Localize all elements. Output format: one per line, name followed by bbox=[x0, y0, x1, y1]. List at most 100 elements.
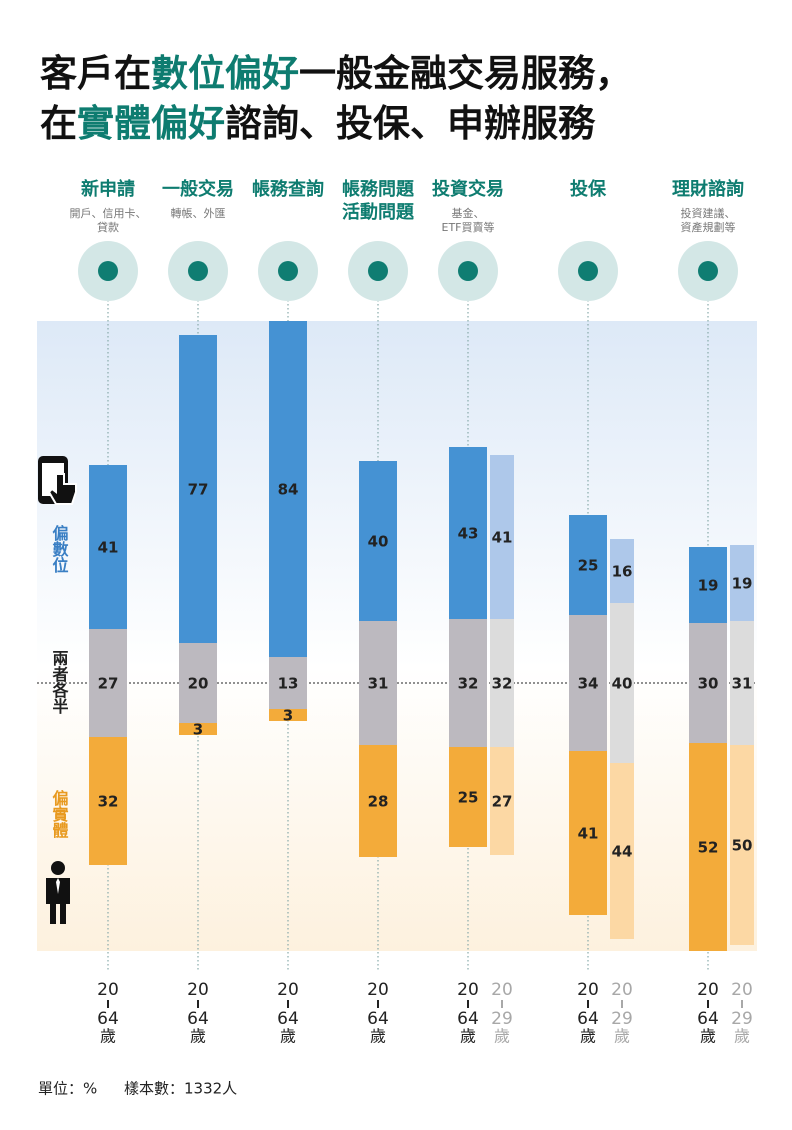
age-label: 64 bbox=[97, 1009, 119, 1029]
value-label: 20 bbox=[188, 675, 209, 693]
value-label: 13 bbox=[278, 675, 299, 693]
age-label: 29 bbox=[611, 1009, 633, 1029]
category-icon-inner bbox=[578, 261, 598, 281]
value-label: 84 bbox=[278, 481, 299, 499]
age-label: 20 bbox=[491, 980, 513, 1000]
value-label: 16 bbox=[612, 563, 633, 581]
category-name: 新申請 bbox=[81, 178, 135, 200]
bar-segment bbox=[359, 621, 397, 745]
title-line: 在實體偏好諮詢、投保、申辦服務 bbox=[40, 102, 596, 145]
age-label: 29 bbox=[731, 1009, 753, 1029]
age-label: 歲 bbox=[460, 1027, 476, 1046]
age-label: 20 bbox=[367, 980, 389, 1000]
category-icon-inner bbox=[458, 261, 478, 281]
bar-segment bbox=[359, 461, 397, 621]
value-label: 25 bbox=[458, 789, 479, 807]
age-label: 20 bbox=[731, 980, 753, 1000]
value-label: 41 bbox=[98, 539, 119, 557]
title-segment: 諮詢、投保、申辦服務 bbox=[225, 102, 596, 145]
category-note: 轉帳、外匯 bbox=[171, 206, 226, 220]
title-segment: 客戶在 bbox=[40, 52, 151, 95]
bar-segment bbox=[269, 321, 307, 657]
bar-segment bbox=[730, 745, 754, 945]
value-label: 32 bbox=[492, 675, 513, 693]
category-name: 投資交易 bbox=[432, 178, 504, 200]
value-label: 30 bbox=[698, 675, 719, 693]
age-label: 20 bbox=[277, 980, 299, 1000]
category-name: 投保 bbox=[570, 178, 607, 200]
bar-segment bbox=[610, 603, 634, 763]
value-label: 34 bbox=[578, 675, 599, 693]
unit-note: 單位：% bbox=[38, 1080, 97, 1098]
value-label: 50 bbox=[732, 837, 753, 855]
age-label: 64 bbox=[277, 1009, 299, 1029]
category-name: 理財諮詢 bbox=[672, 178, 744, 200]
bar-segment bbox=[730, 545, 754, 621]
value-label: 41 bbox=[492, 529, 513, 547]
value-label: 27 bbox=[98, 675, 119, 693]
age-label: 歲 bbox=[734, 1027, 750, 1046]
bar-segment bbox=[449, 747, 487, 847]
bar-segment bbox=[179, 643, 217, 723]
age-label: 20 bbox=[457, 980, 479, 1000]
bar-segment bbox=[449, 447, 487, 619]
category-icon-inner bbox=[698, 261, 718, 281]
bar-segment bbox=[689, 547, 727, 623]
title-line: 客戶在數位偏好一般金融交易服務， bbox=[40, 52, 632, 95]
legend-label: 偏數位 bbox=[50, 524, 69, 574]
age-label: 20 bbox=[577, 980, 599, 1000]
bar-segment bbox=[269, 657, 307, 709]
category-name: 帳務問題 bbox=[342, 178, 415, 200]
value-label: 31 bbox=[732, 675, 753, 693]
value-label: 3 bbox=[193, 721, 203, 739]
physical-icon bbox=[46, 861, 70, 924]
bar-segment bbox=[89, 737, 127, 865]
age-label: 20 bbox=[187, 980, 209, 1000]
bar-segment bbox=[179, 723, 217, 735]
bar-segment bbox=[89, 629, 127, 737]
title-segment: 實體偏好 bbox=[77, 102, 225, 145]
category-name: 帳務查詢 bbox=[252, 178, 324, 200]
legend-label: 兩者各半 bbox=[50, 650, 70, 715]
bar-segment bbox=[179, 335, 217, 643]
value-label: 52 bbox=[698, 839, 719, 857]
category-note: 開戶、信用卡、 bbox=[70, 207, 147, 220]
legend-label: 偏實體 bbox=[50, 789, 69, 839]
age-label: 歲 bbox=[100, 1027, 116, 1046]
sample-note: 樣本數：1332人 bbox=[124, 1080, 237, 1098]
title-segment: 一般金融交易服務， bbox=[299, 52, 632, 95]
age-label: 64 bbox=[187, 1009, 209, 1029]
category-note: 投資建議、 bbox=[681, 206, 736, 220]
age-label: 64 bbox=[457, 1009, 479, 1029]
age-label: 20 bbox=[611, 980, 633, 1000]
value-label: 43 bbox=[458, 525, 479, 543]
bar-segment bbox=[689, 743, 727, 951]
value-label: 25 bbox=[578, 557, 599, 575]
value-label: 28 bbox=[368, 793, 389, 811]
footer: 單位：% 樣本數：1332人 bbox=[38, 1080, 237, 1098]
title-segment: 在 bbox=[40, 102, 77, 145]
age-label: 歲 bbox=[370, 1027, 386, 1046]
bar-segment bbox=[89, 465, 127, 629]
digital-icon bbox=[38, 456, 77, 505]
value-label: 41 bbox=[578, 825, 599, 843]
age-label: 64 bbox=[367, 1009, 389, 1029]
age-label: 歲 bbox=[494, 1027, 510, 1046]
age-label: 歲 bbox=[580, 1027, 596, 1046]
category-note: 基金、 bbox=[452, 206, 485, 220]
value-label: 3 bbox=[283, 707, 293, 725]
bar-segment bbox=[610, 763, 634, 939]
value-label: 19 bbox=[732, 575, 753, 593]
bar-segment bbox=[689, 623, 727, 743]
category-note: ETF買賣等 bbox=[442, 220, 495, 234]
bar-segment bbox=[730, 621, 754, 745]
value-label: 31 bbox=[368, 675, 389, 693]
value-label: 77 bbox=[188, 481, 209, 499]
age-label: 20 bbox=[697, 980, 719, 1000]
category-name: 活動問題 bbox=[342, 201, 415, 223]
category-icon-inner bbox=[278, 261, 298, 281]
bar-segment bbox=[490, 619, 514, 747]
age-label: 20 bbox=[97, 980, 119, 1000]
value-label: 32 bbox=[458, 675, 479, 693]
